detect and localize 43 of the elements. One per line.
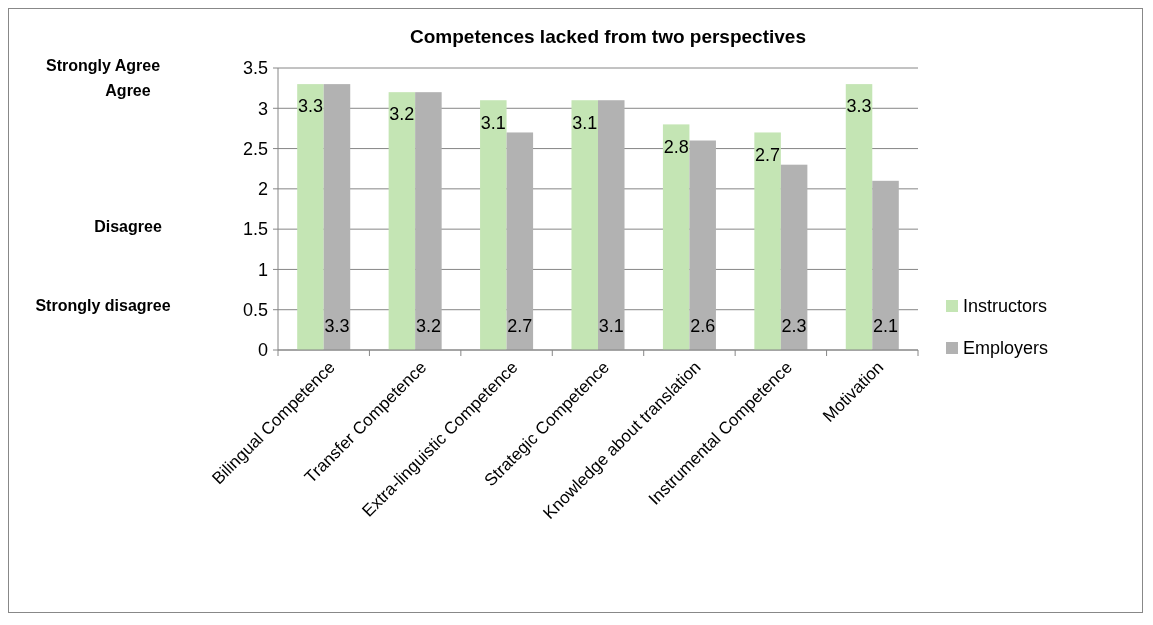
bar	[754, 132, 781, 350]
data-label: 2.7	[507, 316, 533, 337]
y-tick-label: 2	[257, 179, 268, 200]
y-tick-label: 1	[257, 259, 268, 280]
bar	[662, 124, 690, 350]
bar	[689, 140, 716, 350]
data-label: 3.3	[846, 96, 872, 117]
bar	[598, 100, 625, 350]
bar	[506, 132, 534, 350]
bar	[872, 180, 899, 350]
text: Strongly disagree	[35, 296, 171, 314]
data-label: 3.1	[572, 112, 598, 133]
text: Disagree	[94, 218, 162, 236]
bar	[845, 84, 873, 350]
data-label: 2.1	[873, 316, 899, 337]
data-label: 2.8	[663, 136, 689, 157]
data-label: 3.3	[324, 316, 350, 337]
legend-label: Instructors	[963, 296, 1048, 317]
text: Strongly Agree	[45, 57, 161, 74]
y-tick-label: 2.5	[242, 138, 268, 159]
bar	[388, 92, 416, 350]
data-label: 3.1	[480, 112, 506, 133]
y-tick-label: 0	[257, 340, 268, 361]
bar	[297, 84, 324, 350]
data-label: 3.3	[297, 96, 323, 117]
bar	[780, 164, 808, 350]
y-tick-label: 0.5	[242, 300, 268, 321]
data-label: 2.6	[690, 316, 716, 337]
data-label: 3.2	[415, 316, 441, 337]
data-label: 3.2	[389, 104, 415, 125]
data-label: 2.7	[755, 144, 781, 165]
bar	[415, 92, 442, 350]
data-label: 3.1	[598, 316, 624, 337]
bar	[571, 100, 598, 350]
data-label: 2.3	[781, 316, 807, 337]
bar	[323, 84, 351, 350]
y-tick-label: 1.5	[242, 219, 268, 240]
y-tick-label: 3.5	[242, 58, 268, 79]
legend-label: Employers	[963, 338, 1049, 359]
y-tick-label: 3	[257, 98, 268, 119]
text: Agree	[105, 82, 151, 100]
bar	[480, 100, 507, 350]
chart-title: Competences lacked from two perspectives	[410, 26, 806, 47]
